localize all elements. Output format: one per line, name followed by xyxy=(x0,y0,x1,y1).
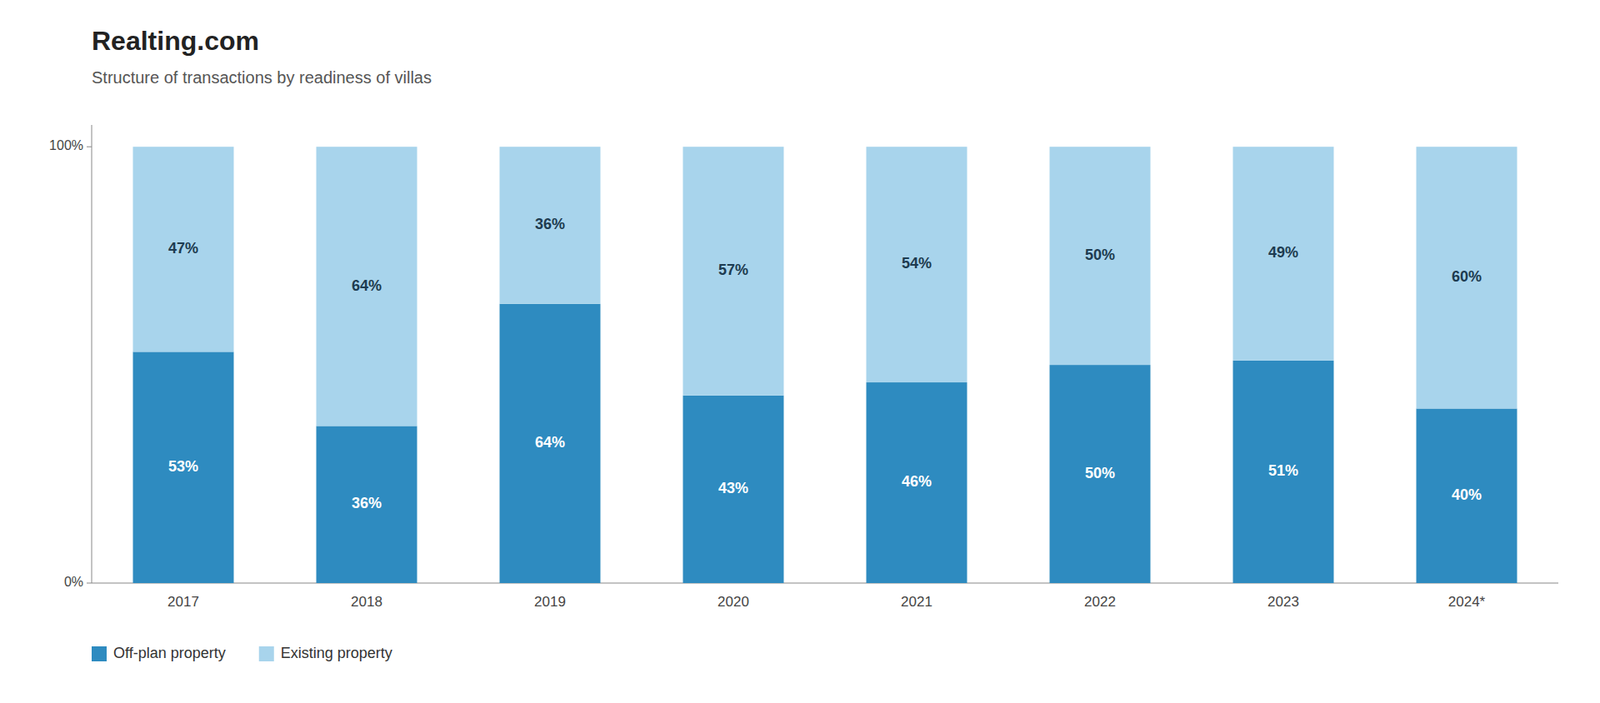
x-tick-label: 2019 xyxy=(534,594,566,610)
data-label: 49% xyxy=(1268,244,1299,261)
x-tick-label: 2024* xyxy=(1448,594,1486,610)
y-tick xyxy=(86,583,92,585)
y-axis-line xyxy=(91,125,93,584)
data-label: 60% xyxy=(1451,268,1482,285)
x-tick-label: 2023 xyxy=(1267,594,1300,610)
data-label: 46% xyxy=(901,473,932,490)
x-tick-label: 2020 xyxy=(717,594,750,610)
chart-container: Realting.com Structure of transactions by… xyxy=(0,0,1600,703)
bar-segment xyxy=(133,146,235,352)
bar-segment xyxy=(500,146,601,305)
x-tick-label: 2018 xyxy=(350,594,383,610)
bar-segment xyxy=(133,351,235,584)
legend-swatch xyxy=(259,646,275,662)
legend-item: Off-plan property xyxy=(91,645,226,662)
bar-segment xyxy=(1233,146,1335,361)
bar-segment xyxy=(1416,408,1518,584)
data-label: 53% xyxy=(168,458,199,475)
legend-label: Existing property xyxy=(280,645,393,662)
data-label: 64% xyxy=(535,434,565,451)
data-label: 57% xyxy=(718,261,749,279)
data-label: 36% xyxy=(535,215,565,233)
y-tick xyxy=(86,146,92,148)
bar-segment xyxy=(1416,146,1518,409)
data-label: 64% xyxy=(351,277,382,295)
legend-item: Existing property xyxy=(259,645,393,662)
bar-segment xyxy=(1050,365,1151,584)
data-label: 50% xyxy=(1085,465,1115,482)
chart: Realting.com Structure of transactions by… xyxy=(0,0,1600,703)
y-tick-label: 100% xyxy=(49,138,84,153)
data-label: 40% xyxy=(1451,486,1482,504)
bar-segment xyxy=(683,395,785,584)
axes: 0% 100% 2017 2018 2019 2020 2021 2022 2023 2024* xyxy=(49,125,1559,610)
bar-segment xyxy=(683,146,785,396)
bar-segment xyxy=(316,146,418,426)
legend-swatch xyxy=(91,646,107,662)
data-label: 54% xyxy=(901,255,932,272)
bars xyxy=(133,146,1518,584)
x-tick-label: 2017 xyxy=(167,594,200,610)
legend-label: Off-plan property xyxy=(113,645,226,662)
subtitle: Structure of transactions by readiness o… xyxy=(91,68,432,87)
bar-segment xyxy=(1233,360,1335,584)
x-axis-line xyxy=(91,583,1559,585)
bar-segment xyxy=(1050,146,1151,365)
y-tick-label: 0% xyxy=(64,575,84,590)
legend: Off-plan property Existing property xyxy=(91,645,393,662)
title: Realting.com xyxy=(91,25,260,56)
data-label: 50% xyxy=(1085,246,1115,264)
bar-segment xyxy=(316,425,418,584)
data-labels: 53% 36% 64% 43% 46% 50% 51% 40% 47% 64% 36% 57% 54% 5… xyxy=(168,215,1482,512)
x-tick-label: 2022 xyxy=(1084,594,1116,610)
data-label: 36% xyxy=(351,495,382,512)
bar-segment xyxy=(866,382,968,584)
data-label: 51% xyxy=(1268,462,1299,480)
bar-segment xyxy=(500,304,601,584)
data-label: 47% xyxy=(168,240,199,257)
bar-segment xyxy=(866,146,968,383)
x-tick-label: 2021 xyxy=(900,594,933,610)
data-label: 43% xyxy=(718,480,749,497)
